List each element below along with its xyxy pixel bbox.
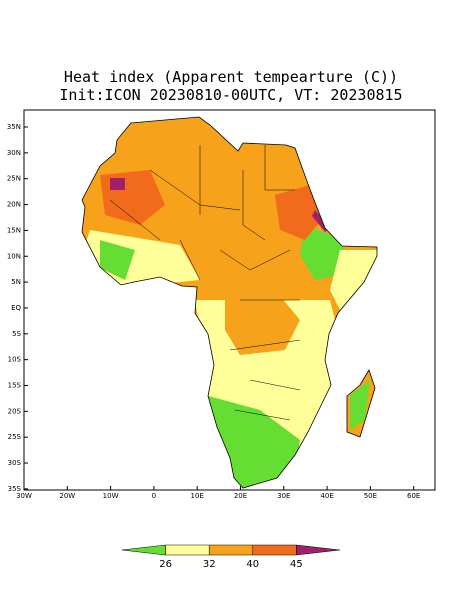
colorbar-label: 26 [159,559,172,570]
lat-label: 15N [7,226,21,234]
lon-label: 10W [103,492,119,500]
lon-label: 30W [16,492,32,500]
lon-label: 60E [407,492,420,500]
axis-labels: 35N 30N 25N 20N 15N 10N 5N EQ 5S 10S 15S 20S 25S 30S 3… [7,123,421,500]
lon-label: 0 [152,492,156,500]
colorbar: 26 32 40 45 [121,544,341,570]
lon-label: 20E [234,492,247,500]
lat-label: 5S [12,330,21,338]
lon-label: 40E [320,492,333,500]
lat-label: 10S [8,356,22,364]
colorbar-label: 40 [246,559,259,570]
lat-label: 30N [7,149,21,157]
subtitle: Init:ICON 20230810-00UTC, VT: 20230815 [59,86,402,104]
lon-label: 20W [59,492,75,500]
lat-label: 35S [8,485,22,493]
colorbar-label: 32 [203,559,216,570]
lat-label: 20N [7,201,21,209]
lat-label: 35N [7,123,21,131]
lon-label: 50E [364,492,377,500]
colorbar-segment [165,544,210,556]
colorbar-segment [252,544,297,556]
coastline [81,116,378,489]
lat-label: 15S [8,382,22,390]
lat-label: EQ [11,304,21,312]
borders [109,145,301,421]
title: Heat index (Apparent tempearture (C)) [64,68,398,86]
lon-label: 10E [191,492,204,500]
colorbar-segment [296,544,341,556]
lat-label: 20S [8,407,22,415]
lon-label: 30E [277,492,290,500]
lat-label: 25S [8,433,22,441]
lat-label: 30S [8,459,22,467]
colorbar-label: 45 [290,559,303,570]
colorbar-segment [208,544,254,556]
lat-label: 10N [7,252,21,260]
lat-label: 25N [7,175,21,183]
lat-label: 5N [11,278,21,286]
colorbar-segment [121,544,166,556]
